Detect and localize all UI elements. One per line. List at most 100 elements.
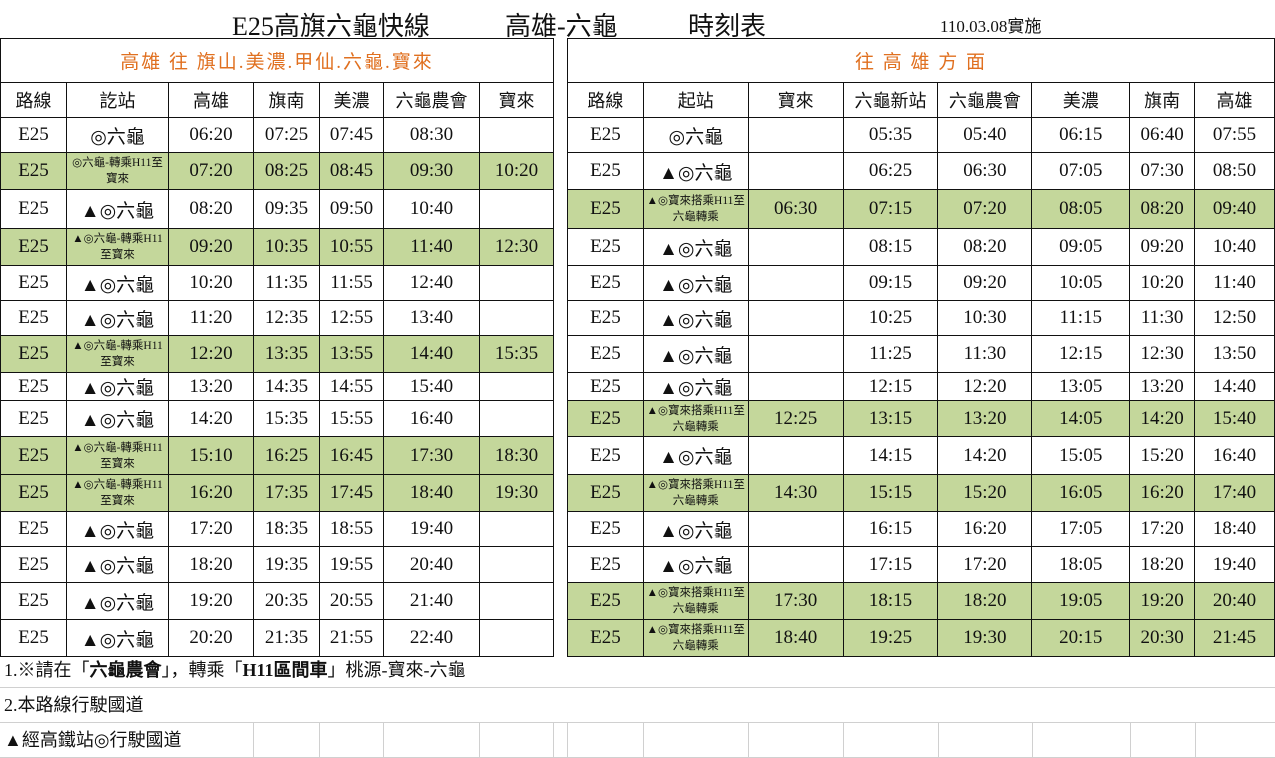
terminal-cell: ▲◎寶來搭乘H11至六龜轉乘 <box>642 619 749 657</box>
time-cell: 15:05 <box>1031 436 1131 475</box>
time-cell: 09:50 <box>319 189 384 229</box>
time-cell: 05:35 <box>842 117 939 153</box>
time-cell <box>747 300 844 336</box>
time-cell: 18:40 <box>383 474 480 512</box>
outbound-table-row: E25 ▲◎六龜 13:20 14:35 14:55 15:40 <box>0 372 554 401</box>
time-cell: 10:35 <box>253 228 320 266</box>
time-cell: 19:25 <box>842 619 939 657</box>
time-cell <box>747 152 844 190</box>
inbound-header-row: 路線 起站 寶來 六龜新站 六龜農會 美濃 旗南 高雄 <box>567 82 1275 118</box>
time-cell: 11:25 <box>842 335 939 373</box>
time-cell: 13:20 <box>168 372 254 401</box>
inbound-timetable: 往 高 雄 方 面 路線 起站 寶來 六龜新站 六龜農會 美濃 旗南 高雄 E25 ◎六龜 05:3… <box>567 38 1275 657</box>
time-cell: 12:15 <box>842 372 939 401</box>
terminal-cell: ▲◎六龜 <box>66 546 169 583</box>
time-cell: 08:05 <box>1031 189 1131 229</box>
time-cell: 18:40 <box>1194 511 1275 547</box>
time-cell: 14:20 <box>937 436 1033 475</box>
time-cell: 10:30 <box>937 300 1033 336</box>
time-cell: 19:55 <box>319 546 384 583</box>
time-cell <box>479 400 554 437</box>
route-cell: E25 <box>0 300 67 336</box>
time-cell: 19:40 <box>1194 546 1275 583</box>
time-cell: 19:35 <box>253 546 320 583</box>
time-cell: 06:30 <box>937 152 1033 190</box>
time-cell: 20:40 <box>1194 582 1275 620</box>
time-cell: 12:50 <box>1194 300 1275 336</box>
time-cell: 15:15 <box>842 474 939 512</box>
outbound-column-header: 路線 <box>0 82 67 118</box>
time-cell: 14:20 <box>168 400 254 437</box>
inbound-section-title: 往 高 雄 方 面 <box>567 38 1275 83</box>
gridline <box>1195 723 1196 758</box>
time-cell: 13:55 <box>319 335 384 373</box>
route-cell: E25 <box>0 546 67 583</box>
time-cell: 19:30 <box>479 474 554 512</box>
inbound-column-header: 六龜農會 <box>937 82 1033 118</box>
time-cell: 17:15 <box>842 546 939 583</box>
note-1-text-mid: 」，轉乘「 <box>161 660 243 680</box>
outbound-table-row: E25 ◎六龜 06:20 07:25 07:45 08:30 <box>0 117 554 153</box>
terminal-cell: ▲◎六龜 <box>66 189 169 229</box>
time-cell: 15:55 <box>319 400 384 437</box>
outbound-table-row: E25 ▲◎六龜 17:20 18:35 18:55 19:40 <box>0 511 554 547</box>
time-cell: 09:05 <box>1031 228 1131 266</box>
time-cell <box>747 436 844 475</box>
time-cell: 11:30 <box>937 335 1033 373</box>
time-cell: 08:30 <box>383 117 480 153</box>
time-cell: 07:15 <box>842 189 939 229</box>
inbound-table-row: E25 ▲◎寶來搭乘H11至六龜轉乘 14:30 15:15 15:20 16:05 16:… <box>567 474 1275 512</box>
time-cell: 15:20 <box>1129 436 1196 475</box>
terminal-cell: ◎六龜 <box>66 117 169 153</box>
time-cell: 08:50 <box>1194 152 1275 190</box>
inbound-table-row: E25 ▲◎六龜 12:15 12:20 13:05 13:20 14:40 <box>567 372 1275 401</box>
terminal-cell: ▲◎六龜 <box>642 335 749 373</box>
inbound-column-header: 旗南 <box>1129 82 1196 118</box>
outbound-table-row: E25 ▲◎六龜-轉乘H11至寶來 15:10 16:25 16:45 17:30 18:3… <box>0 436 554 475</box>
time-cell: 15:40 <box>1194 400 1275 437</box>
gridline <box>479 723 480 758</box>
time-cell: 10:05 <box>1031 265 1131 301</box>
time-cell: 12:25 <box>747 400 844 437</box>
time-cell: 08:15 <box>842 228 939 266</box>
time-cell: 13:05 <box>1031 372 1131 401</box>
inbound-table-row: E25 ▲◎寶來搭乘H11至六龜轉乘 18:40 19:25 19:30 20:15 20:… <box>567 619 1275 657</box>
time-cell: 17:30 <box>383 436 480 475</box>
outbound-header-row: 路線 訖站 高雄 旗南 美濃 六龜農會 寶來 <box>0 82 554 118</box>
time-cell: 20:15 <box>1031 619 1131 657</box>
time-cell <box>479 511 554 547</box>
time-cell: 12:30 <box>479 228 554 266</box>
time-cell <box>747 372 844 401</box>
outbound-section-title: 高雄 往 旗山.美濃.甲仙.六龜.寶來 <box>0 38 554 83</box>
time-cell: 10:20 <box>1129 265 1196 301</box>
outbound-table-row: E25 ▲◎六龜-轉乘H11至寶來 16:20 17:35 17:45 18:40 19:3… <box>0 474 554 512</box>
inbound-table-row: E25 ▲◎寶來搭乘H11至六龜轉乘 12:25 13:15 13:20 14:05 14:… <box>567 400 1275 437</box>
route-cell: E25 <box>0 265 67 301</box>
time-cell: 18:15 <box>842 582 939 620</box>
inbound-column-header: 六龜新站 <box>842 82 939 118</box>
inbound-table-row: E25 ▲◎六龜 06:25 06:30 07:05 07:30 08:50 <box>567 152 1275 190</box>
note-1-bold-stop: 六龜農會 <box>89 660 162 680</box>
note-1-bold-bus: H11區間車 <box>242 660 328 680</box>
route-cell: E25 <box>0 152 67 190</box>
time-cell: 07:20 <box>168 152 254 190</box>
outbound-table-row: E25 ▲◎六龜 20:20 21:35 21:55 22:40 <box>0 619 554 657</box>
doc-type: 時刻表 <box>688 12 767 41</box>
effective-date: 110.03.08實施 <box>940 17 1042 36</box>
time-cell <box>479 582 554 620</box>
terminal-cell: ▲◎六龜-轉乘H11至寶來 <box>66 228 169 266</box>
terminal-cell: ▲◎六龜 <box>642 152 749 190</box>
route-cell: E25 <box>0 335 67 373</box>
outbound-table-row: E25 ▲◎六龜 11:20 12:35 12:55 13:40 <box>0 300 554 336</box>
gridline <box>643 723 644 758</box>
time-cell: 12:30 <box>1129 335 1196 373</box>
time-cell: 22:40 <box>383 619 480 657</box>
inbound-column-header: 寶來 <box>747 82 844 118</box>
terminal-cell: ▲◎六龜 <box>66 400 169 437</box>
time-cell: 07:05 <box>1031 152 1131 190</box>
inbound-table-row: E25 ▲◎寶來搭乘H11至六龜轉乘 17:30 18:15 18:20 19:05 19:… <box>567 582 1275 620</box>
time-cell: 17:40 <box>1194 474 1275 512</box>
route-cell: E25 <box>567 582 644 620</box>
route-cell: E25 <box>0 400 67 437</box>
time-cell: 09:30 <box>383 152 480 190</box>
